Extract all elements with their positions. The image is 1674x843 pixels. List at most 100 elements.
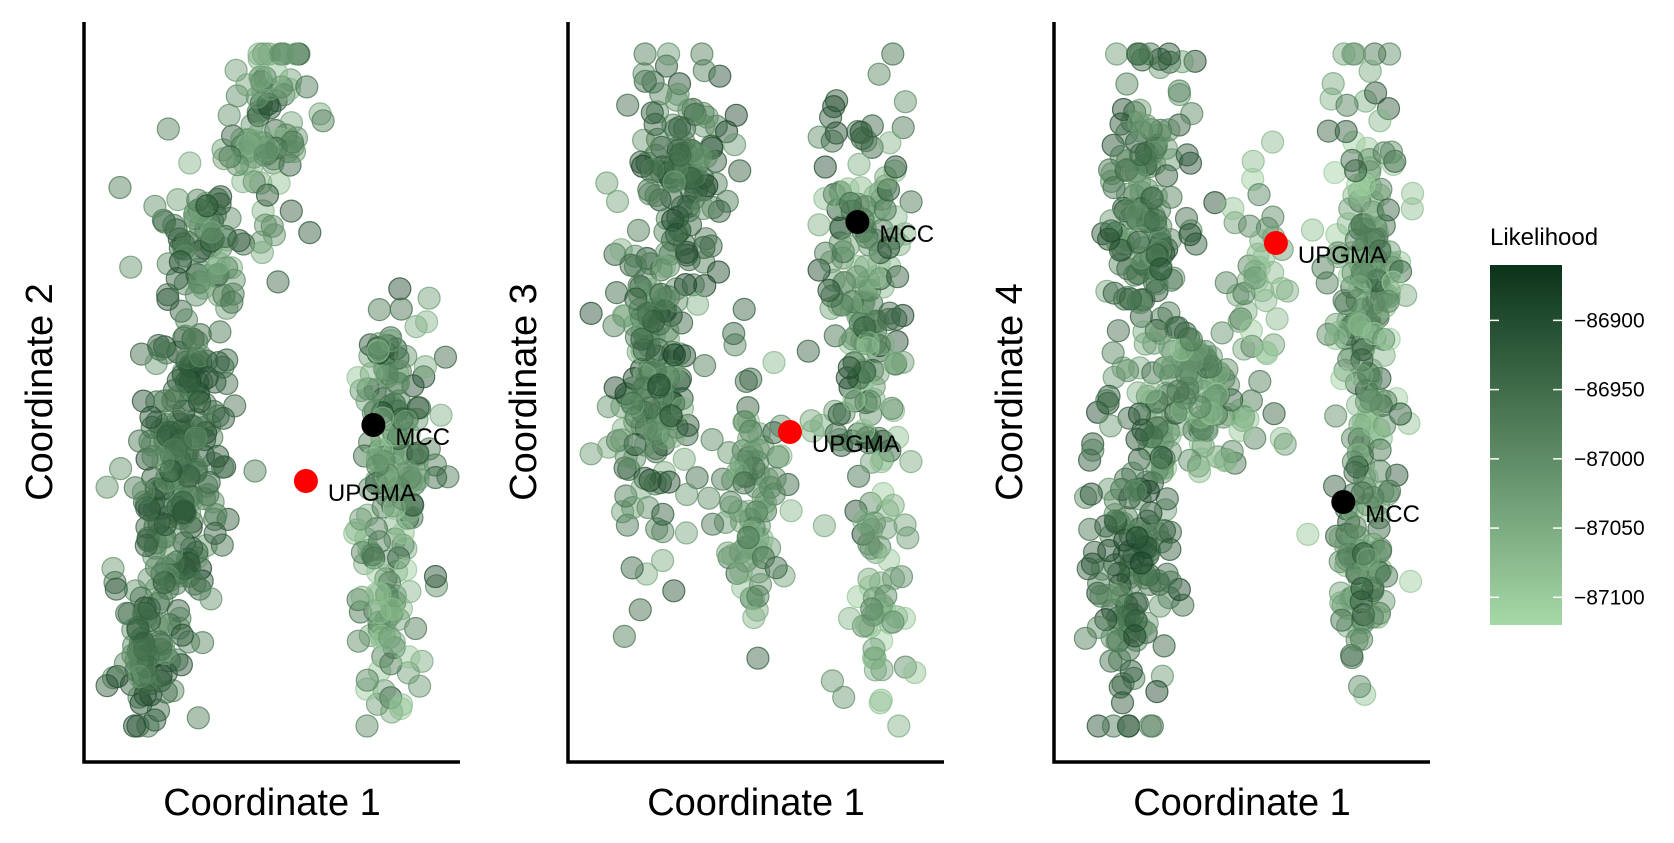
scatter-point	[173, 324, 197, 348]
scatter-point	[134, 533, 158, 558]
panel-2-ylabel: Coordinate 3	[503, 283, 545, 501]
scatter-point	[1376, 198, 1400, 222]
scatter-point	[247, 47, 271, 71]
scatter-point	[208, 320, 232, 344]
scatter-point	[277, 77, 301, 101]
scatter-point	[172, 237, 196, 261]
scatter-point	[349, 507, 373, 531]
scatter-point	[1108, 675, 1132, 699]
scatter-point	[1332, 289, 1356, 313]
scatter-point	[1157, 42, 1181, 66]
scatter-point	[1158, 520, 1183, 544]
scatter-point	[831, 246, 855, 270]
scatter-point	[352, 444, 377, 468]
scatter-point	[250, 240, 274, 265]
legend-ticks: −86900 −86950 −87000 −87050 −87100	[1490, 309, 1645, 609]
scatter-point	[1254, 289, 1278, 313]
scatter-point	[1400, 197, 1424, 221]
scatter-point	[813, 241, 838, 265]
scatter-point	[380, 597, 404, 621]
scatter-point	[1323, 161, 1347, 185]
panel-1-axes	[82, 22, 460, 764]
panel-1-points	[95, 42, 460, 738]
scatter-point	[1126, 42, 1150, 66]
scatter-point	[1157, 118, 1181, 142]
scatter-point	[1101, 341, 1125, 365]
scatter-point	[1079, 482, 1103, 506]
scatter-point	[746, 450, 770, 474]
scatter-point	[623, 432, 647, 457]
scatter-point	[1154, 164, 1179, 188]
scatter-point	[211, 406, 236, 430]
panel-2-xlabel: Coordinate 1	[647, 782, 865, 824]
scatter-point	[615, 513, 640, 537]
scatter-point	[664, 88, 689, 112]
scatter-point	[845, 265, 870, 289]
scatter-point	[1116, 149, 1140, 173]
scatter-point	[199, 220, 223, 244]
scatter-point	[813, 187, 837, 211]
scatter-point	[641, 70, 665, 94]
scatter-point	[154, 341, 178, 365]
scatter-point	[851, 418, 876, 442]
scatter-point	[668, 143, 692, 167]
scatter-point	[1213, 449, 1237, 473]
panel-2-axes	[566, 22, 944, 764]
scatter-point	[1118, 287, 1143, 311]
scatter-point	[1228, 418, 1252, 442]
scatter-point	[1132, 320, 1156, 344]
scatter-point	[417, 286, 441, 310]
scatter-point	[1107, 648, 1132, 672]
legend-title: Likelihood	[1490, 224, 1598, 251]
scatter-point	[311, 109, 335, 133]
scatter-point	[1214, 271, 1238, 295]
scatter-point	[1206, 383, 1230, 407]
scatter-point	[188, 344, 212, 368]
scatter-point	[727, 499, 752, 523]
scatter-point	[1214, 447, 1238, 472]
scatter-point	[1260, 130, 1285, 154]
scatter-point	[256, 137, 280, 161]
scatter-point	[692, 354, 717, 378]
scatter-point	[162, 213, 186, 237]
scatter-point	[620, 391, 644, 415]
scatter-point	[604, 281, 629, 305]
scatter-point	[1142, 204, 1166, 228]
scatter-point	[391, 521, 415, 545]
scatter-point	[827, 402, 851, 426]
scatter-point	[1097, 538, 1121, 563]
scatter-point	[126, 618, 150, 642]
scatter-point	[267, 171, 291, 195]
scatter-point	[1360, 605, 1385, 629]
scatter-point	[869, 688, 893, 712]
scatter-point	[188, 270, 212, 294]
scatter-point	[1236, 407, 1260, 431]
upgma-point	[777, 420, 802, 444]
scatter-point	[1330, 608, 1354, 632]
scatter-point	[1362, 256, 1386, 280]
scatter-point	[1111, 196, 1136, 220]
scatter-point	[1296, 522, 1320, 547]
scatter-point	[1326, 241, 1350, 265]
scatter-point	[862, 387, 886, 411]
scatter-point	[860, 114, 884, 138]
scatter-point	[1125, 202, 1149, 226]
scatter-point	[1101, 714, 1126, 738]
scatter-point	[141, 466, 165, 490]
scatter-point	[415, 310, 439, 334]
scatter-point	[1300, 218, 1325, 242]
scatter-point	[820, 669, 845, 693]
scatter-point	[1158, 424, 1182, 448]
scatter-point	[1145, 458, 1169, 482]
scatter-point	[1220, 439, 1244, 464]
scatter-point	[867, 62, 891, 86]
scatter-point	[668, 367, 693, 391]
scatter-point	[612, 624, 637, 649]
upgma-label: UPGMA	[328, 480, 416, 507]
upgma-point	[1263, 231, 1288, 255]
scatter-point	[847, 152, 871, 176]
scatter-point	[646, 375, 671, 399]
scatter-point	[207, 251, 231, 275]
scatter-point	[279, 111, 303, 135]
scatter-point	[812, 514, 837, 538]
